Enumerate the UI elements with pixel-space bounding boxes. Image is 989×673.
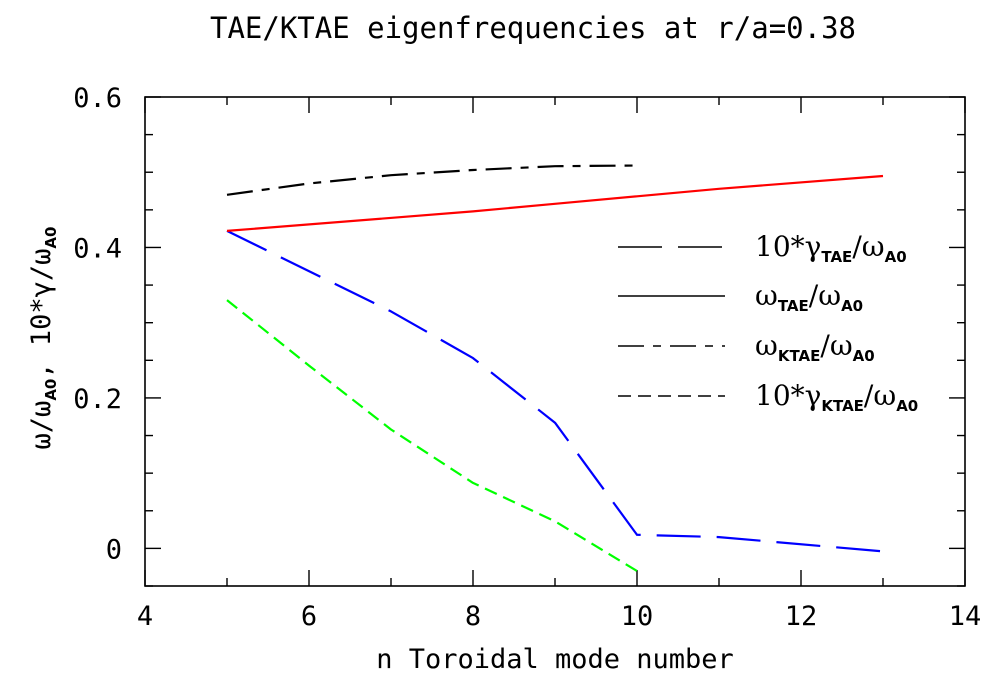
x-tick-label: 12: [785, 601, 818, 632]
legend-label: 10*γKTAE/ωA0: [755, 379, 918, 415]
y-axis-label: ω/ωA0, 10*γ/ωA0: [26, 227, 60, 450]
y-tick-label: 0.4: [73, 233, 122, 264]
series-line: [226, 229, 884, 553]
y-tick-label: 0: [106, 534, 122, 565]
legend-label: ωKTAE/ωA0: [755, 329, 875, 365]
x-tick-label: 14: [949, 601, 982, 632]
series-line: [226, 164, 638, 196]
series-line: [226, 299, 638, 572]
chart-title: TAE/KTAE eigenfrequencies at r/a=0.38: [210, 11, 856, 45]
x-tick-label: 10: [621, 601, 654, 632]
x-tick-label: 4: [137, 601, 153, 632]
series-line: [226, 174, 884, 232]
legend: 10*γTAE/ωA0 ωTAE/ωA0 ωKTAE/ωA0 10*γKTAE/ωA0: [618, 230, 918, 415]
axis-ticks: 4 6 8 10 12 14 0 0.2 0.4 0.6: [73, 83, 981, 632]
legend-label: ωTAE/ωA0: [755, 279, 863, 315]
y-tick-label: 0.6: [73, 83, 122, 114]
x-tick-label: 8: [465, 601, 481, 632]
series-group: [226, 164, 884, 572]
legend-label: 10*γTAE/ωA0: [755, 230, 907, 266]
x-axis-label: n Toroidal mode number: [376, 644, 734, 673]
y-tick-label: 0.2: [73, 384, 122, 415]
x-tick-label: 6: [301, 601, 317, 632]
y-axis-label-text: ω/ωA0, 10*γ/ωA0: [26, 227, 60, 450]
